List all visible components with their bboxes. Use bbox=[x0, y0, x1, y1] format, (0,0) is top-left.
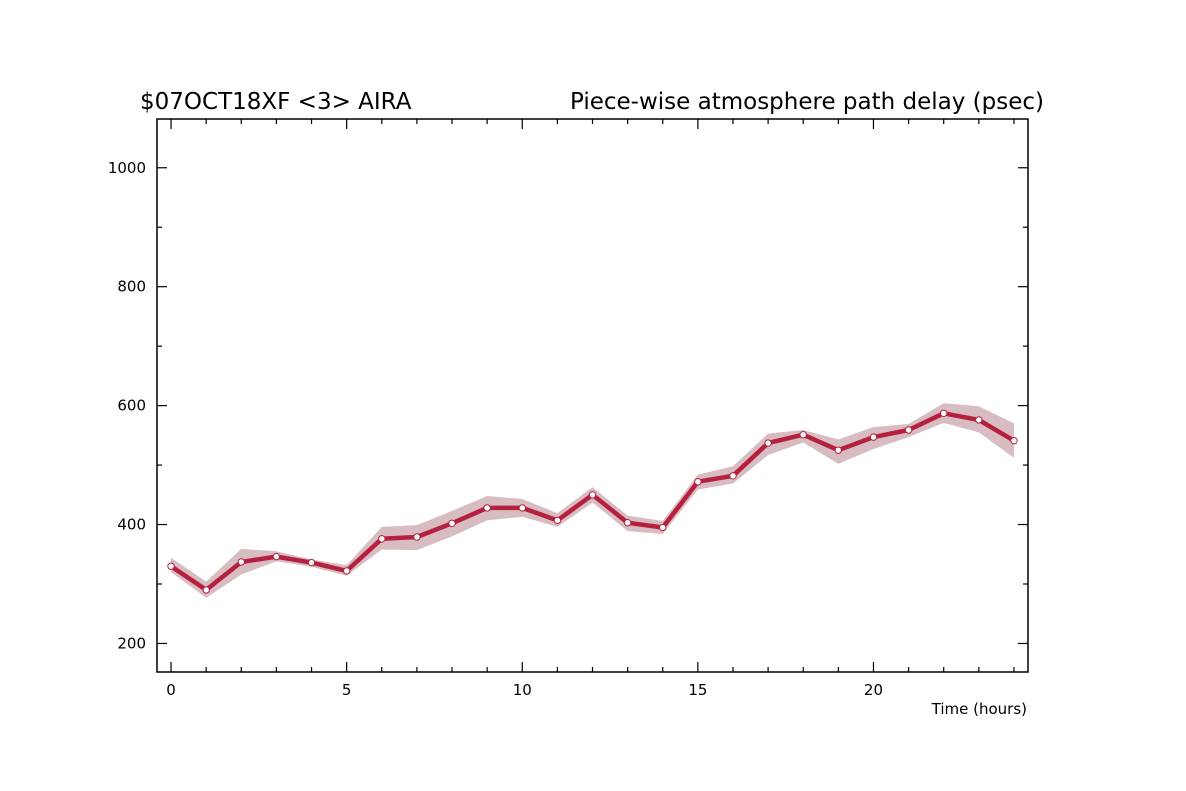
data-point bbox=[483, 504, 491, 512]
data-point bbox=[588, 491, 597, 499]
chart-title-right: Piece-wise atmosphere path delay (psec) bbox=[570, 89, 1044, 115]
y-tick-label: 800 bbox=[117, 278, 146, 296]
data-point bbox=[448, 519, 456, 527]
data-point bbox=[764, 439, 772, 447]
data-point bbox=[659, 523, 667, 532]
data-point bbox=[904, 426, 913, 434]
data-point bbox=[940, 409, 948, 417]
data-point bbox=[413, 533, 421, 541]
marker-layer bbox=[167, 409, 1018, 594]
data-point bbox=[553, 516, 562, 525]
data-point bbox=[623, 519, 632, 527]
x-tick-label: 10 bbox=[513, 681, 532, 699]
data-point bbox=[869, 433, 878, 441]
uncertainty-band-layer bbox=[171, 403, 1014, 598]
chart-title-left: $07OCT18XF <3> AIRA bbox=[140, 89, 412, 115]
x-tick-label: 5 bbox=[342, 681, 352, 699]
uncertainty-band bbox=[171, 403, 1014, 598]
plot-frame bbox=[156, 118, 1029, 673]
x-axis-label: Time (hours) bbox=[931, 700, 1027, 718]
data-point bbox=[167, 562, 175, 570]
y-tick-label: 400 bbox=[117, 516, 146, 534]
data-point bbox=[343, 567, 351, 575]
y-tick-label: 600 bbox=[117, 397, 146, 415]
x-tick-label: 20 bbox=[864, 681, 883, 699]
data-point bbox=[1010, 437, 1018, 445]
y-axis-ticks: 200 400 600 800 1000 bbox=[108, 159, 1028, 652]
y-tick-label: 200 bbox=[117, 634, 146, 652]
x-tick-label: 15 bbox=[688, 681, 707, 699]
data-point bbox=[272, 552, 281, 561]
data-point bbox=[834, 446, 842, 454]
x-tick-label: 0 bbox=[166, 681, 176, 699]
x-axis-ticks: 0 5 10 15 20 bbox=[166, 119, 1015, 699]
data-point bbox=[378, 535, 386, 543]
data-point bbox=[237, 558, 246, 566]
data-point bbox=[694, 478, 702, 486]
data-point bbox=[307, 558, 316, 567]
y-tick-label: 1000 bbox=[108, 159, 146, 177]
data-point bbox=[975, 416, 983, 424]
data-point bbox=[729, 472, 737, 480]
data-point bbox=[202, 586, 210, 594]
data-point bbox=[799, 431, 807, 439]
data-point bbox=[518, 504, 526, 512]
